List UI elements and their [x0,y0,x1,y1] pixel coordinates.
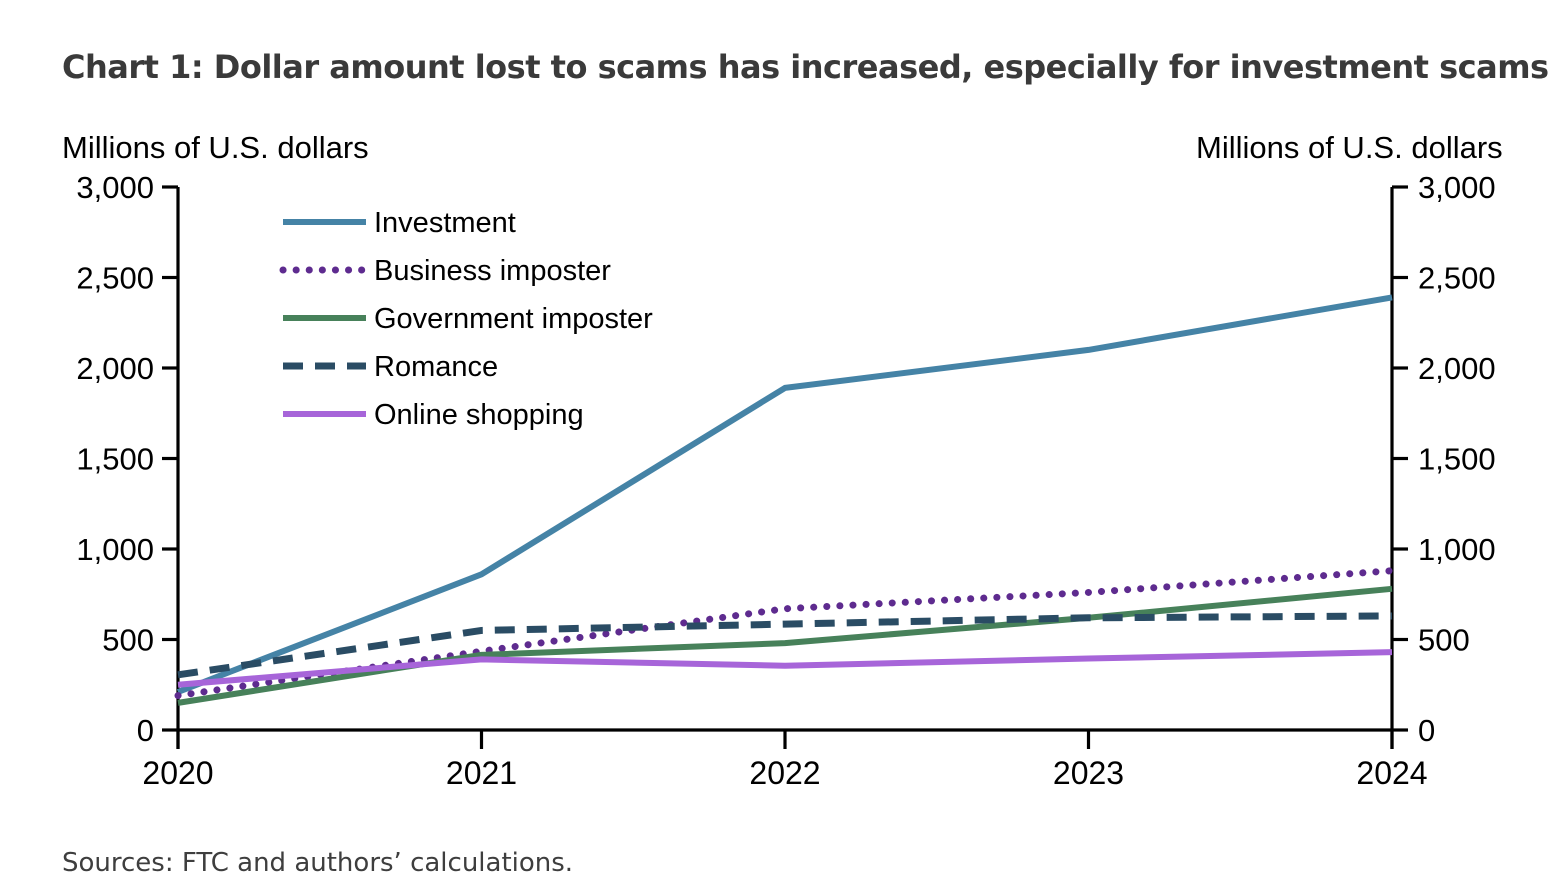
series-line-government-imposter [177,585,1393,706]
x-tick-label: 2023 [1053,755,1124,791]
sources-note: Sources: FTC and authors’ calculations. [62,848,574,878]
chart-title: Chart 1: Dollar amount lost to scams has… [62,48,1548,86]
legend-label-investment: Investment [374,207,516,239]
series-line-investment [176,294,1393,695]
y-tick-label-right: 2,500 [1418,261,1496,296]
legend-label-business-imposter: Business imposter [374,255,611,287]
y-tick-label-right: 0 [1418,713,1435,748]
y-tick-label-right: 3,000 [1418,170,1496,205]
y-tick-label-left: 500 [102,623,154,658]
y-tick-label-left: 2,000 [76,351,154,386]
legend-label-romance: Romance [374,351,498,383]
x-tick-label: 2021 [446,755,517,791]
y-tick-label-right: 2,000 [1418,351,1496,386]
x-tick-label: 2022 [749,755,820,791]
y-tick-label-left: 2,500 [76,261,154,296]
y-tick-label-left: 1,000 [76,532,154,567]
y-axis-unit-label-right: Millions of U.S. dollars [1196,130,1503,165]
series-line-romance [177,612,1393,679]
y-tick-label-left: 1,500 [76,442,154,477]
legend-label-online-shopping: Online shopping [374,399,584,431]
y-axis-unit-label-left: Millions of U.S. dollars [62,130,369,165]
series-line-online-shopping [177,649,1393,688]
x-tick-label: 2024 [1356,755,1427,791]
y-tick-label-left: 3,000 [76,170,154,205]
y-tick-label-right: 500 [1418,623,1470,658]
series-line-business-imposter [174,567,1396,700]
x-tick-label: 2020 [142,755,213,791]
y-tick-label-right: 1,500 [1418,442,1496,477]
y-tick-label-right: 1,000 [1418,532,1496,567]
legend-label-government-imposter: Government imposter [374,303,653,335]
y-tick-label-left: 0 [137,713,154,748]
